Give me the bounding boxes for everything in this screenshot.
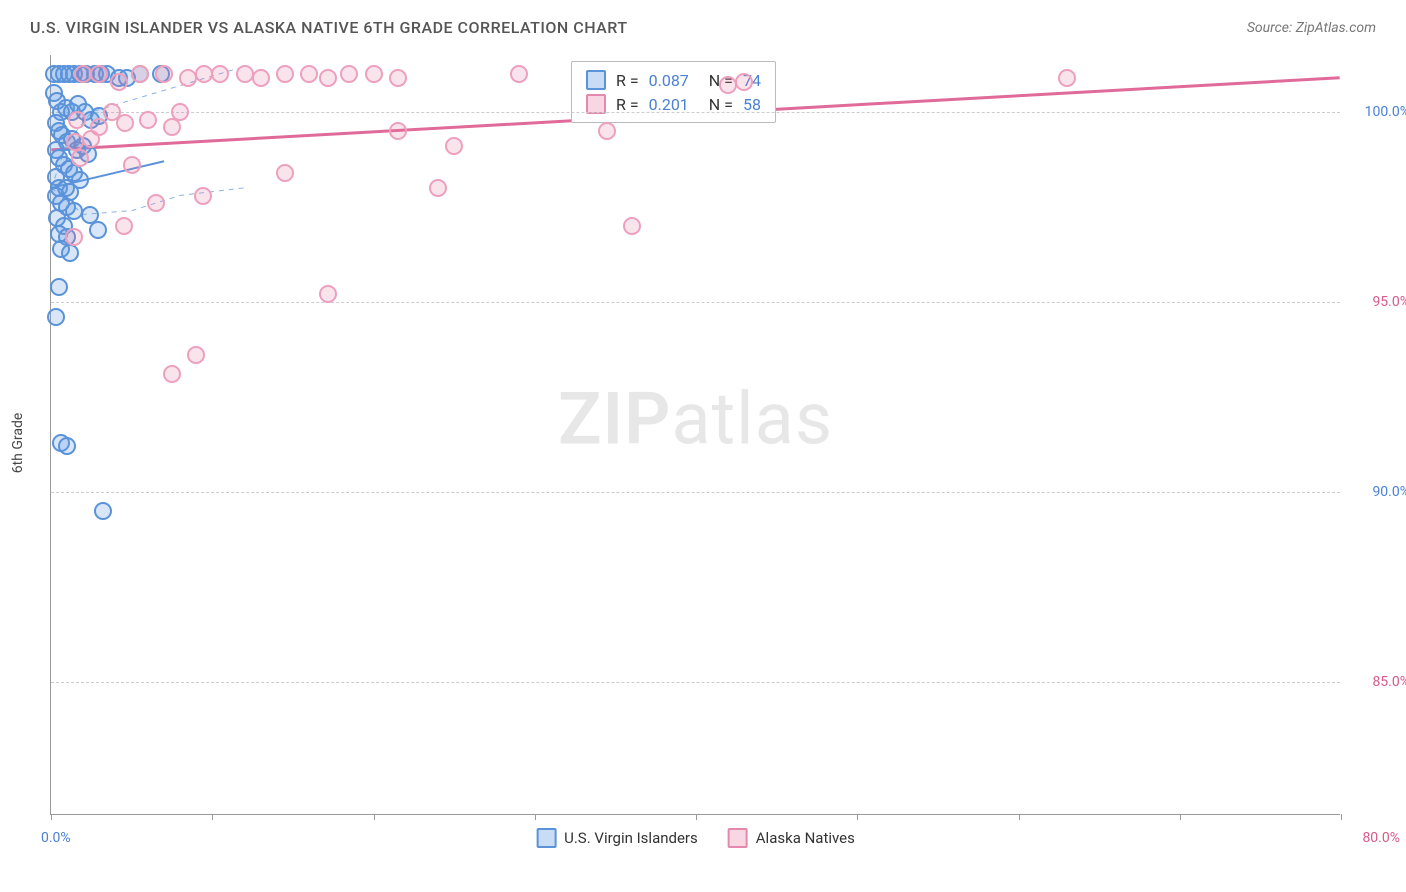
source-credit: Source: ZipAtlas.com <box>1247 20 1376 36</box>
data-point <box>319 69 337 87</box>
x-tick <box>1019 814 1020 820</box>
data-point <box>276 65 294 83</box>
data-point <box>61 244 79 262</box>
data-point <box>131 65 149 83</box>
y-tick-label: 100.0% <box>1350 104 1406 120</box>
trend-lines <box>51 55 1340 814</box>
data-point <box>389 122 407 140</box>
data-point <box>123 156 141 174</box>
x-tick <box>535 814 536 820</box>
data-point <box>319 285 337 303</box>
data-point <box>58 437 76 455</box>
legend-swatch <box>586 94 606 114</box>
data-point <box>252 69 270 87</box>
data-point <box>116 114 134 132</box>
y-axis-label: 6th Grade <box>10 413 26 474</box>
data-point <box>510 65 528 83</box>
legend-swatch-pink <box>728 828 748 848</box>
data-point <box>68 111 86 129</box>
legend-item-usvi: U.S. Virgin Islanders <box>536 828 698 848</box>
legend-swatch-blue <box>536 828 556 848</box>
x-axis-min-label: 0.0% <box>41 830 71 846</box>
x-tick <box>1341 814 1342 820</box>
gridline <box>51 492 1340 493</box>
x-tick <box>857 814 858 820</box>
data-point <box>139 111 157 129</box>
x-tick <box>696 814 697 820</box>
data-point <box>340 65 358 83</box>
data-point <box>50 278 68 296</box>
data-point <box>735 73 753 91</box>
data-point <box>155 65 173 83</box>
data-point <box>365 65 383 83</box>
data-point <box>163 365 181 383</box>
data-point <box>47 308 65 326</box>
x-tick <box>1180 814 1181 820</box>
plot-area: ZIPatlas R =0.087N =74R =0.201N =58 U.S.… <box>50 55 1340 815</box>
data-point <box>82 130 100 148</box>
source-link[interactable]: ZipAtlas.com <box>1296 20 1376 36</box>
data-point <box>276 164 294 182</box>
data-point <box>89 221 107 239</box>
data-point <box>65 228 83 246</box>
series-legend: U.S. Virgin Islanders Alaska Natives <box>536 828 855 848</box>
x-tick <box>212 814 213 820</box>
watermark: ZIPatlas <box>558 377 833 462</box>
chart-title: U.S. VIRGIN ISLANDER VS ALASKA NATIVE 6T… <box>30 18 628 37</box>
legend-swatch <box>586 70 606 90</box>
data-point <box>187 346 205 364</box>
data-point <box>236 65 254 83</box>
x-tick <box>51 814 52 820</box>
data-point <box>623 217 641 235</box>
data-point <box>115 217 133 235</box>
data-point <box>211 65 229 83</box>
data-point <box>445 137 463 155</box>
data-point <box>1058 69 1076 87</box>
data-point <box>300 65 318 83</box>
y-tick-label: 90.0% <box>1350 484 1406 500</box>
data-point <box>90 65 108 83</box>
data-point <box>429 179 447 197</box>
x-axis-max-label: 80.0% <box>1362 830 1400 846</box>
data-point <box>71 149 89 167</box>
data-point <box>110 73 128 91</box>
y-tick-label: 95.0% <box>1350 294 1406 310</box>
gridline <box>51 682 1340 683</box>
data-point <box>147 194 165 212</box>
data-point <box>194 187 212 205</box>
x-tick <box>374 814 375 820</box>
data-point <box>598 122 616 140</box>
legend-item-alaska: Alaska Natives <box>728 828 855 848</box>
stats-legend: R =0.087N =74R =0.201N =58 <box>571 61 776 123</box>
data-point <box>171 103 189 121</box>
chart-container: 6th Grade ZIPatlas R =0.087N =74R =0.201… <box>40 55 1370 815</box>
data-point <box>389 69 407 87</box>
gridline <box>51 302 1340 303</box>
y-tick-label: 85.0% <box>1350 674 1406 690</box>
gridline <box>51 112 1340 113</box>
data-point <box>94 502 112 520</box>
